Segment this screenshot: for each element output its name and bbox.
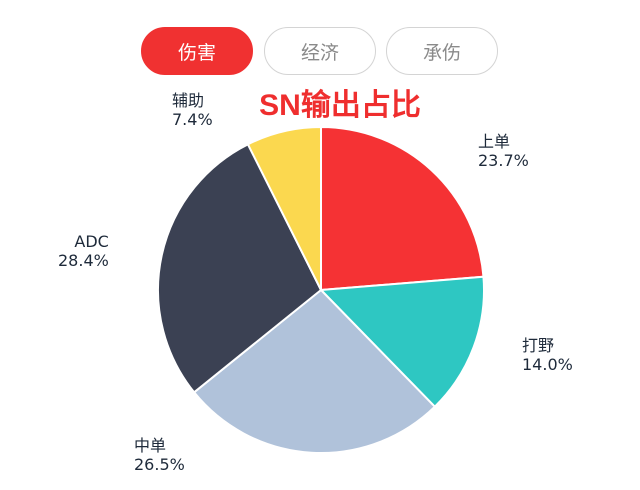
label-top-lane-name: 上单 [478,132,511,151]
label-jungle-value: 14.0% [522,355,573,374]
label-top-lane: 上单 23.7% [478,132,529,170]
chart-title: SN输出占比 [259,89,421,122]
label-adc: ADC 28.4% [58,232,109,270]
label-adc-value: 28.4% [58,251,109,270]
slice-adc [157,142,323,394]
label-mid-value: 26.5% [134,455,185,474]
label-mid: 中单 26.5% [134,436,185,474]
slice-jungle [318,275,485,409]
tab-damage-taken[interactable]: 承伤 [386,27,498,75]
label-jungle-name: 打野 [522,336,555,355]
label-jungle: 打野 14.0% [522,336,573,374]
label-support: 辅助 7.4% [172,91,213,129]
tab-group: 伤害 经济 承伤 [0,27,640,77]
label-support-name: 辅助 [172,91,205,110]
slice-support [246,125,322,291]
label-adc-name: ADC [74,232,109,251]
slice-top-lane [320,125,485,292]
slice-mid [192,288,437,454]
tab-damage[interactable]: 伤害 [141,27,253,75]
tab-economy[interactable]: 经济 [264,27,376,75]
label-support-value: 7.4% [172,110,213,129]
label-top-lane-value: 23.7% [478,151,529,170]
label-mid-name: 中单 [134,436,167,455]
